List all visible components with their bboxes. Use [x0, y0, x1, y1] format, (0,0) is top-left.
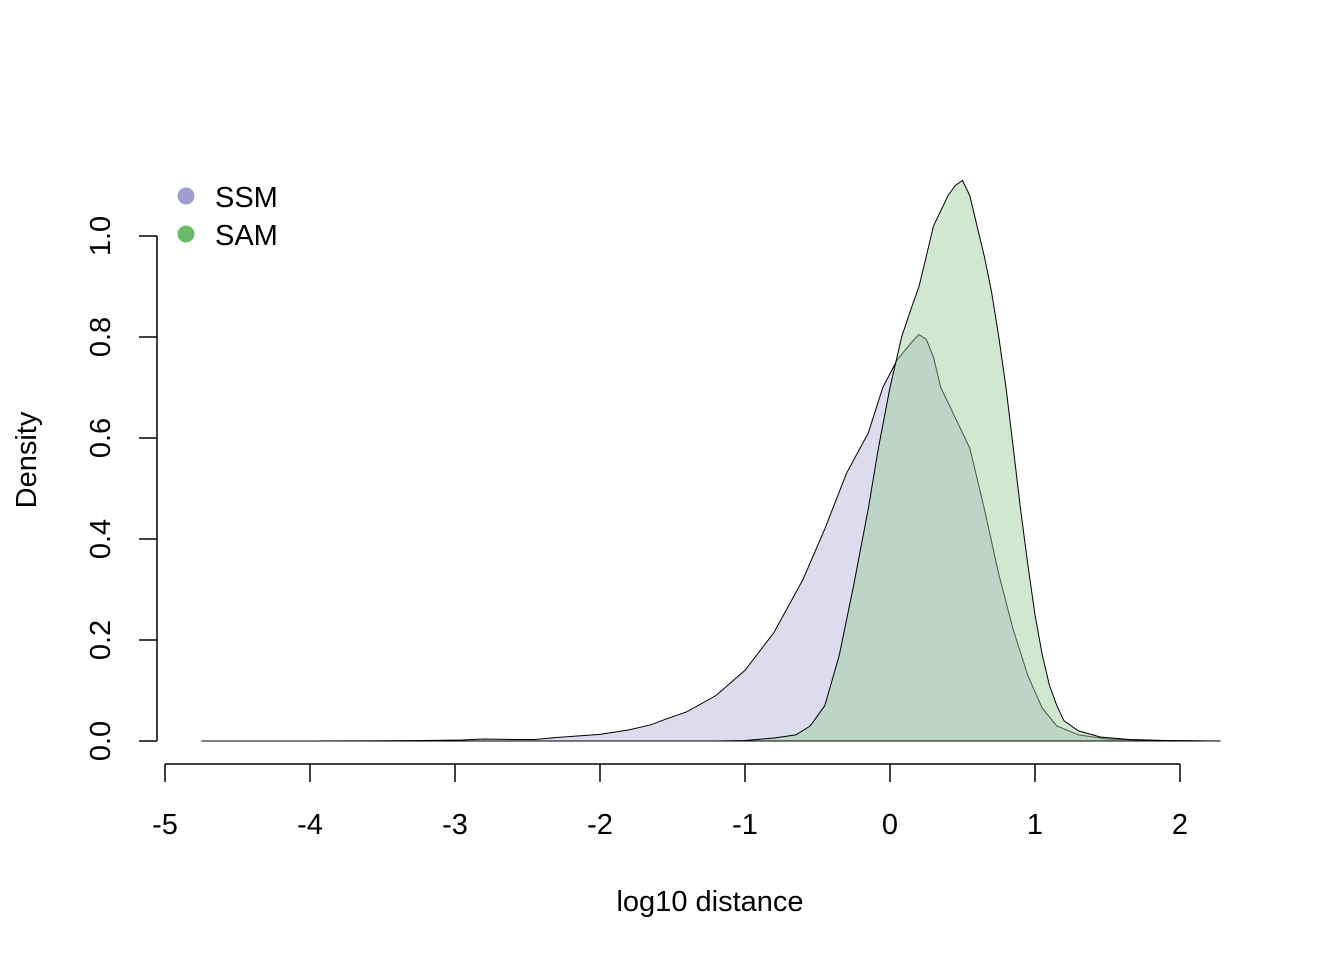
x-axis-title: log10 distance [616, 886, 803, 918]
y-tick-label: 0.2 [85, 620, 117, 660]
y-tick-label: 0.4 [85, 519, 117, 559]
x-tick-label: -3 [442, 809, 468, 841]
density-areas [201, 179, 1221, 742]
legend-label-sam: SAM [215, 220, 278, 252]
y-axis-title: Density [11, 411, 43, 508]
y-tick-label: 0.0 [85, 721, 117, 761]
density-area-ssm [201, 333, 1210, 742]
x-tick-label: 0 [882, 809, 898, 841]
x-tick-label: 2 [1172, 809, 1188, 841]
x-tick-label: -2 [587, 809, 613, 841]
y-tick-label: 0.8 [85, 317, 117, 357]
x-tick-label: -4 [297, 809, 323, 841]
x-tick-label: -1 [732, 809, 758, 841]
y-tick-label: 1.0 [85, 216, 117, 256]
legend-marker-ssm [177, 187, 195, 205]
x-axis: -5 -4 -3 -2 -1 0 1 2 [152, 763, 1188, 841]
y-tick-label: 0.6 [85, 418, 117, 458]
y-axis: 0.0 0.2 0.4 0.6 0.8 1.0 [85, 216, 158, 761]
x-tick-label: -5 [152, 809, 178, 841]
legend: SSM SAM [177, 182, 278, 252]
density-area-sam [715, 179, 1221, 742]
x-tick-label: 1 [1027, 809, 1043, 841]
legend-marker-sam [177, 225, 195, 243]
legend-label-ssm: SSM [215, 182, 278, 214]
